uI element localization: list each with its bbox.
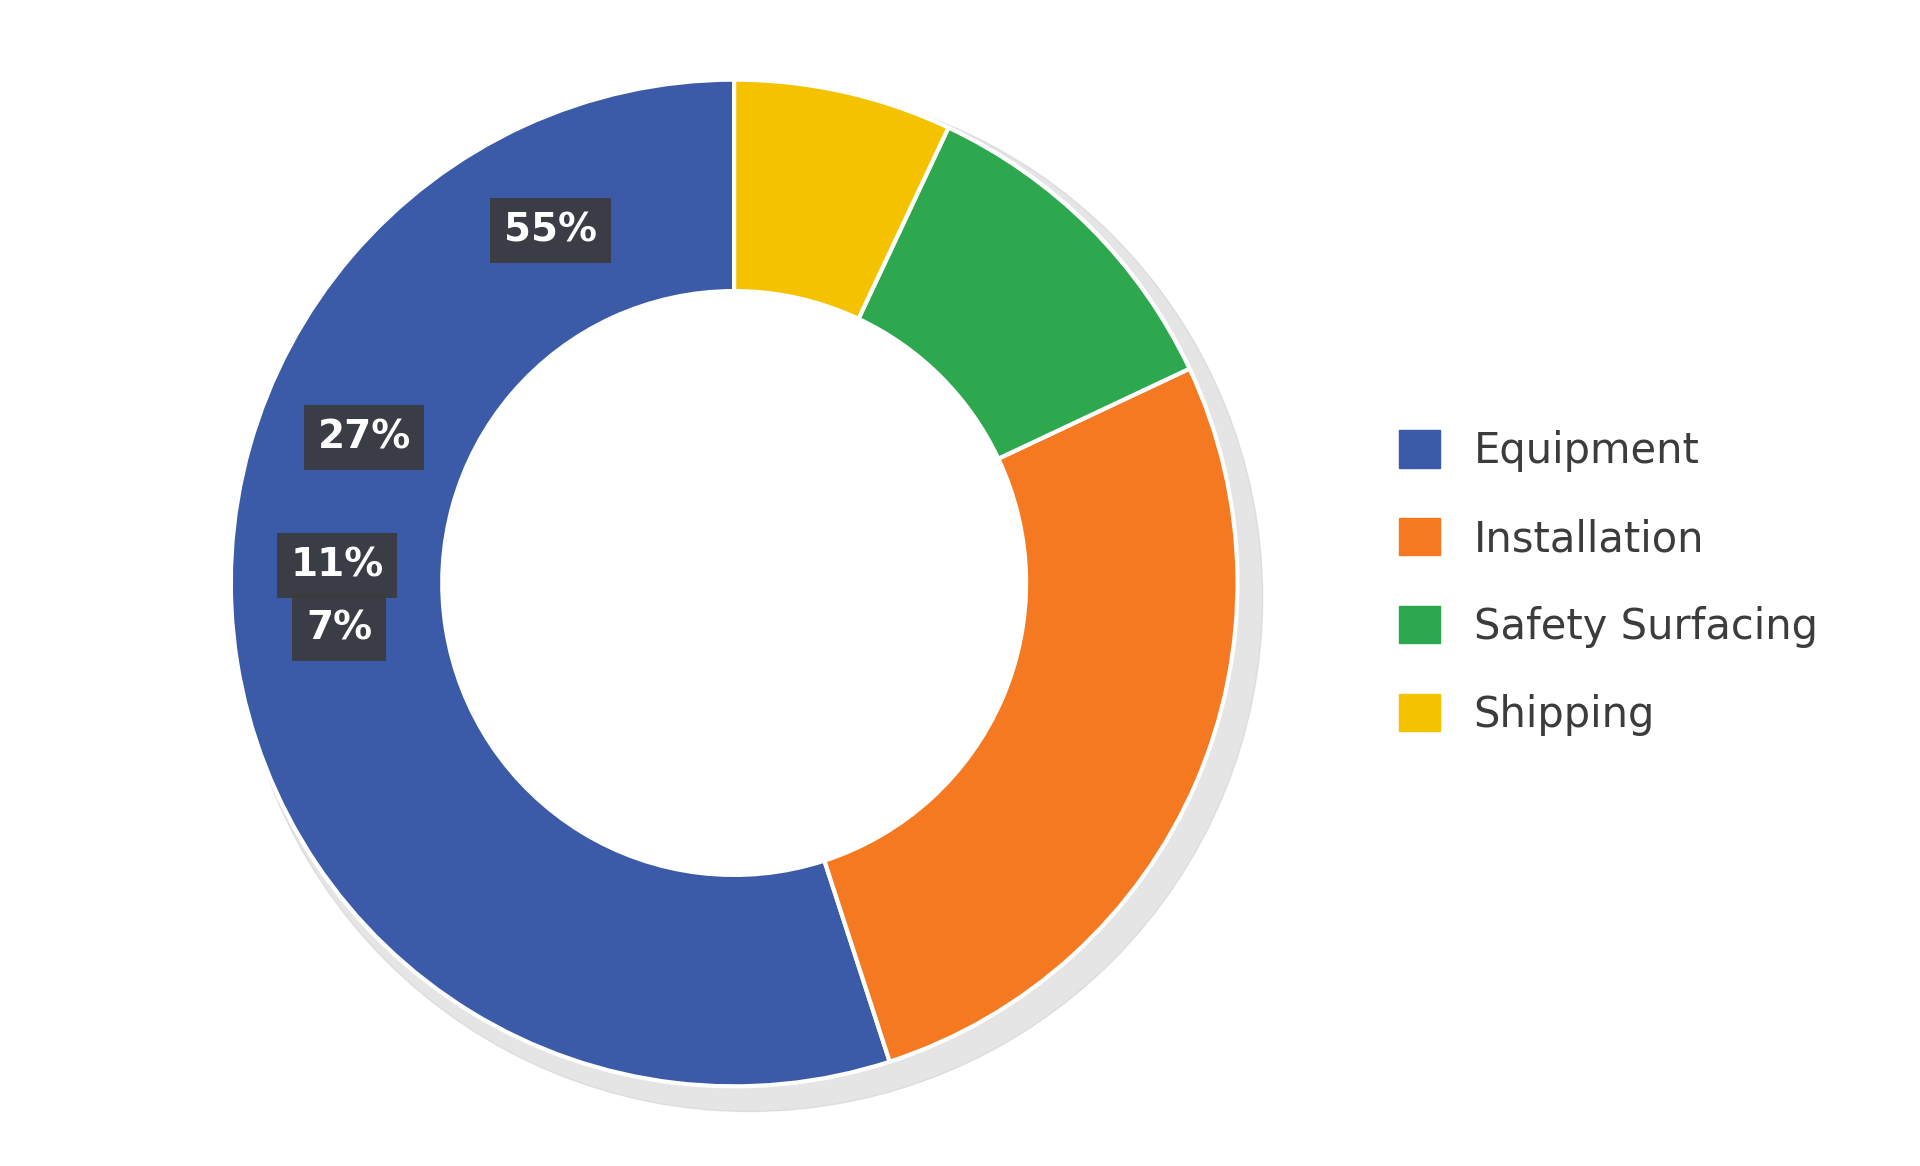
Circle shape: [442, 292, 1025, 874]
Text: 7%: 7%: [305, 609, 372, 647]
Text: 11%: 11%: [290, 547, 384, 584]
Wedge shape: [858, 127, 1190, 458]
Wedge shape: [230, 79, 889, 1087]
Text: 27%: 27%: [317, 419, 411, 456]
Wedge shape: [824, 368, 1238, 1062]
Circle shape: [236, 85, 1263, 1111]
Legend: Equipment, Installation, Safety Surfacing, Shipping: Equipment, Installation, Safety Surfacin…: [1379, 409, 1839, 757]
Text: 55%: 55%: [505, 211, 597, 250]
Wedge shape: [733, 79, 948, 318]
